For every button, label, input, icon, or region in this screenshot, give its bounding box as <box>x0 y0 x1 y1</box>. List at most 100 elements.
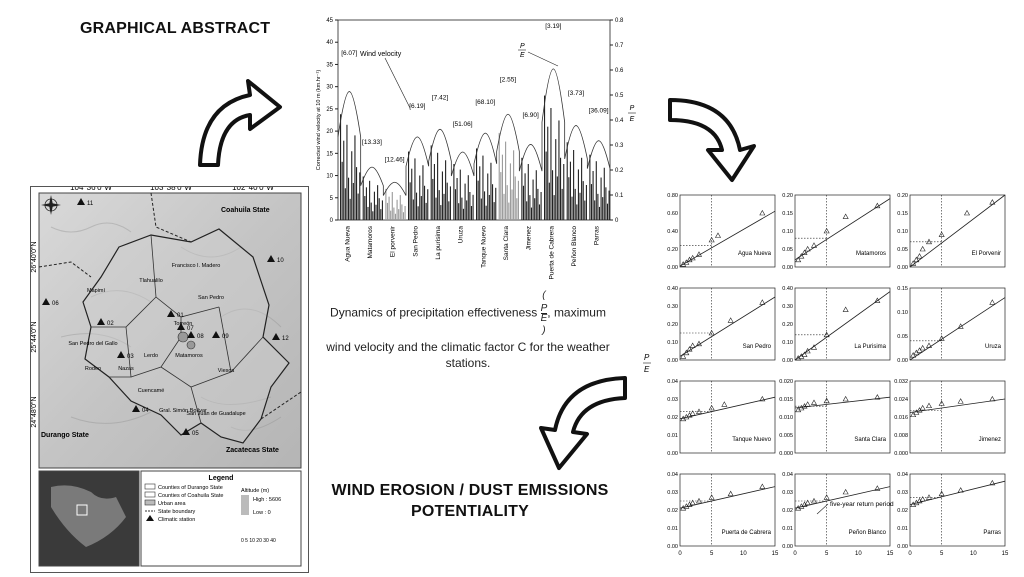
arrow-to-wind-erosion-icon <box>539 376 627 470</box>
wind-velocity-line <box>337 68 611 196</box>
scatter-point <box>842 306 849 312</box>
scatter-point <box>925 494 933 500</box>
scatter-y-tick: 0.00 <box>897 358 908 364</box>
station-label: 03 <box>127 354 134 360</box>
climatic-factor-label: [12.46] <box>385 157 405 164</box>
y-tick-label: 10 <box>326 174 333 180</box>
scatter-y-tick: 0.01 <box>667 433 678 439</box>
wind-bar <box>597 193 599 220</box>
climatic-station-icon <box>167 310 175 317</box>
wind-bar <box>576 204 578 220</box>
wind-bar <box>412 199 414 220</box>
scatter-panel-name: Santa Clara <box>854 437 886 443</box>
wind-bar <box>411 168 413 220</box>
legend-title: Legend <box>209 475 234 482</box>
station-label: 08 <box>197 334 204 340</box>
scatter-y-tick: 0.01 <box>897 526 908 532</box>
scatter-x-tick: 0 <box>793 551 797 555</box>
wind-bar <box>598 206 601 220</box>
category-label: Tanque Nuevo <box>480 226 487 268</box>
wind-bar <box>544 95 546 220</box>
scatter-ylabel-num: P <box>644 353 650 362</box>
scatter-point <box>727 490 734 497</box>
map-county-label: Mapimí <box>87 288 106 294</box>
y2-tick-label: 0.3 <box>615 143 624 149</box>
wind-bar <box>446 182 448 220</box>
scatter-y-tick: 0.02 <box>782 508 793 514</box>
scatter-point <box>680 353 687 359</box>
scatter-point <box>695 408 703 414</box>
map-lon-tick: 102°40'0"W <box>232 187 274 192</box>
scatter-point <box>842 395 849 402</box>
climatic-station-icon <box>42 298 50 305</box>
scatter-y-tick: 0.01 <box>667 526 678 532</box>
y-tick-label: 15 <box>326 151 333 157</box>
scatter-point <box>759 209 766 216</box>
wind-bar <box>440 205 442 220</box>
climatic-station-icon <box>267 255 275 262</box>
station-label: 05 <box>192 431 199 437</box>
wind-bar <box>600 177 602 220</box>
scatter-y-tick: 0.20 <box>667 247 678 253</box>
scatter-point <box>925 342 933 348</box>
wind-bar <box>346 124 348 220</box>
map-county-label: Cuencamé <box>138 388 165 394</box>
wind-bar <box>438 190 440 220</box>
legend-item: Climatic station <box>158 517 195 523</box>
fit-line <box>794 486 891 509</box>
climatic-station-icon <box>177 323 185 330</box>
wind-bar <box>349 198 351 220</box>
y-tick-label: 35 <box>326 62 333 68</box>
scatter-y-tick: 0.30 <box>667 304 678 310</box>
scatter-y-tick: 0.00 <box>782 358 793 364</box>
wind-bar <box>416 192 418 220</box>
wind-bar <box>344 188 346 220</box>
scatter-point <box>842 213 849 219</box>
station-label: 06 <box>52 301 59 307</box>
map-lat-tick: 24°48'0"N <box>31 396 38 427</box>
climatic-station-icon <box>97 318 105 325</box>
scatter-point <box>874 394 881 400</box>
map-county-label: San Juan de Guadalupe <box>186 411 245 417</box>
wind-bar <box>560 157 562 220</box>
scatter-point <box>689 254 696 261</box>
wind-bar <box>553 195 555 220</box>
scatter-y-tick: 0.04 <box>782 472 793 478</box>
scatter-point <box>686 346 693 352</box>
caption-fraction: (P E) <box>540 290 548 336</box>
fit-line <box>909 297 1006 361</box>
fit-line <box>909 398 1006 413</box>
wind-bar <box>357 193 359 220</box>
wind-bar <box>456 178 458 220</box>
scatter-point <box>759 483 766 489</box>
scatter-point <box>913 256 920 263</box>
y2-tick-label: 0.6 <box>615 68 624 74</box>
climatic-factor-label: [51.06] <box>453 121 473 128</box>
scatter-y-tick: 0.020 <box>779 379 793 385</box>
pe-label-pointer <box>527 51 559 67</box>
map-county-label: Lerdo <box>144 353 158 359</box>
wind-bar <box>521 157 523 220</box>
altitude-ramp <box>241 495 249 515</box>
legend-high: High : 5606 <box>253 497 281 503</box>
scatter-x-tick: 0 <box>908 551 912 555</box>
climatic-factor-label: [6.19] <box>409 103 425 110</box>
scatter-point <box>810 242 818 248</box>
graphical-abstract-heading: GRAPHICAL ABSTRACT <box>80 20 271 37</box>
fit-line <box>679 296 776 357</box>
scatter-y-tick: 0.00 <box>667 265 678 271</box>
legend-swatch <box>144 483 156 490</box>
scatter-point <box>708 494 715 500</box>
wind-bar <box>381 200 383 220</box>
wind-bar <box>558 120 560 220</box>
scatter-point <box>727 317 734 323</box>
wind-bar <box>568 177 570 220</box>
wind-bar <box>517 180 519 220</box>
y2-axis-label-den: E <box>630 116 635 123</box>
wind-bar <box>377 185 379 220</box>
wind-bar <box>500 172 502 220</box>
map-county-label: Francisco I. Madero <box>172 263 221 269</box>
station-label: 10 <box>277 258 284 264</box>
wind-bar <box>516 198 518 220</box>
scatter-y-tick: 0.03 <box>667 490 678 496</box>
